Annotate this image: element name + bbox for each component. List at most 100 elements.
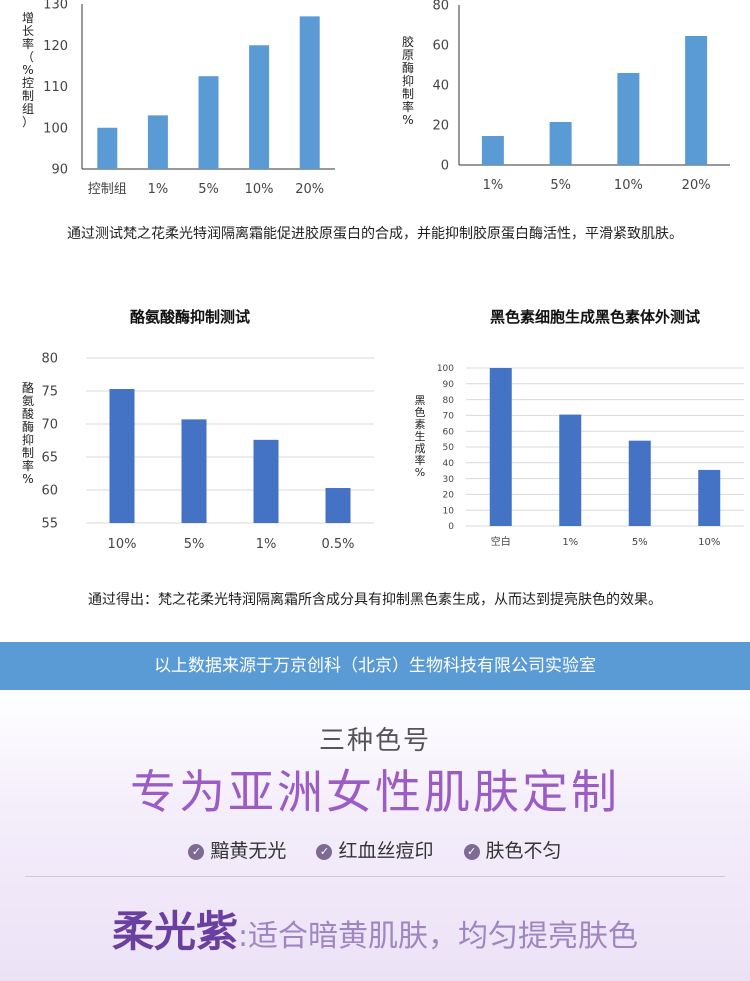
bar [481,136,504,165]
shade-line: 柔光紫:适合暗黄肌肤，均匀提亮肤色 [0,898,750,959]
y-axis-label-char: 生 [415,429,426,443]
bar [549,122,572,165]
bar [198,76,219,169]
y-axis-label-char: % [22,63,33,77]
y-tick-label: 40 [443,459,455,469]
y-tick-label: 90 [443,380,455,390]
y-axis-label-char: （ [22,50,34,64]
y-axis-label-char: 长 [22,24,34,38]
y-axis-label-char: % [22,472,33,486]
y-axis-label-char: ） [22,115,34,129]
promo-sub-title: 三种色号 [318,726,431,756]
x-tick-label: 1% [256,537,277,552]
y-axis-label-char: % [415,466,425,479]
promo-main-title: 专为亚洲女性肌肤定制 [130,765,620,819]
x-tick-label: 1% [483,178,504,193]
divider [25,876,725,877]
caption-melanin: 通过得出：梵之花柔光特润隔离霜所含成分具有抑制黑色素生成，从而达到提亮肤色的效果… [88,592,662,608]
bar [299,16,320,169]
bar [181,419,207,523]
check-icon: ✓ [316,843,333,860]
y-tick-label: 100 [437,364,454,374]
caption-collagen: 通过测试梵之花柔光特润隔离霜能促进胶原蛋白的合成，并能抑制胶原蛋白酶活性，平滑紧… [67,226,683,242]
bar [253,439,279,523]
y-axis-label-char: % [402,113,413,127]
x-tick-label: 5% [550,178,571,193]
y-axis-label-char: 率 [22,36,34,51]
y-tick-label: 50 [443,443,455,453]
bar [489,368,512,526]
y-axis-label-char: 率 [402,99,414,114]
y-tick-label: 110 [43,80,68,95]
shade-name: 柔光紫 [111,907,238,956]
y-tick-label: 40 [432,79,449,94]
promo-tags: ✓ 黯黄无光 ✓ 红血丝痘印 ✓ 肤色不匀 [0,836,750,863]
x-tick-label: 1% [148,182,169,197]
check-icon: ✓ [463,843,480,860]
tag-item: ✓ 黯黄无光 [188,836,286,863]
promo-section: 三种色号 专为亚洲女性肌肤定制 ✓ 黯黄无光 ✓ 红血丝痘印 ✓ 肤色不匀 柔光紫:适… [0,690,750,981]
y-axis-label-char: 抑 [402,73,414,88]
check-icon: ✓ [188,843,205,860]
y-tick-label: 20 [432,119,449,134]
y-axis-label-char: 率 [415,453,426,467]
y-axis-label-char: 酸 [22,406,34,421]
bar [97,127,118,169]
chart-title-tyrosinase: 酪氨酸酶抑制测试 [129,308,250,326]
y-axis-label-char: 成 [415,442,426,455]
y-axis-label-char: 制 [22,89,34,103]
x-tick-label: 5% [198,182,219,197]
y-axis-label-char: 原 [402,48,414,62]
tag-item: ✓ 红血丝痘印 [316,836,434,863]
bar [249,45,270,169]
x-tick-label: 10% [245,182,274,197]
y-tick-label: 80 [432,0,449,14]
bar [147,115,168,169]
x-tick-label: 10% [614,178,643,193]
x-tick-label: 5% [632,537,648,548]
y-axis-label-char: 制 [402,87,414,101]
x-tick-label: 10% [108,537,137,552]
bar [559,414,582,526]
y-tick-label: 65 [41,451,58,466]
bar [698,469,721,526]
y-tick-label: 70 [443,412,455,422]
x-tick-label: 1% [562,537,578,548]
y-axis-label-char: 酪 [22,380,34,395]
y-tick-label: 60 [432,39,449,54]
tag-item: ✓ 肤色不匀 [463,836,562,863]
bar [109,389,135,523]
bar [617,73,640,165]
x-tick-label: 5% [184,537,205,552]
data-source-banner: 以上数据来源于万京创科（北京）生物科技有限公司实验室 [0,642,750,690]
x-tick-label: 20% [295,182,324,197]
y-tick-label: 20 [443,491,455,501]
y-axis-label-char: 素 [415,418,426,431]
x-tick-label: 10% [698,537,720,548]
y-tick-label: 80 [41,352,58,367]
y-axis-label-char: 色 [415,405,426,419]
x-tick-label: 控制组 [88,182,127,197]
y-axis-label-char: 增 [22,11,34,25]
shade-description: :适合暗黄肌肤，均匀提亮肤色 [237,919,639,954]
y-axis-label-char: 控 [22,76,34,90]
y-axis-label-char: 氨 [22,394,34,408]
y-tick-label: 90 [51,163,68,178]
y-axis-label-char: 抑 [22,432,34,447]
y-tick-label: 120 [43,39,68,54]
y-tick-label: 100 [43,121,68,136]
y-tick-label: 0 [448,522,454,532]
bar [685,36,708,165]
y-axis-label-char: 酶 [402,60,414,75]
x-tick-label: 0.5% [321,537,354,552]
y-axis-label-char: 黑 [415,394,426,407]
bar [325,488,351,523]
bar [628,440,651,526]
y-tick-label: 30 [443,475,455,485]
y-axis-label-char: 制 [22,446,34,460]
x-tick-label: 20% [682,178,711,193]
